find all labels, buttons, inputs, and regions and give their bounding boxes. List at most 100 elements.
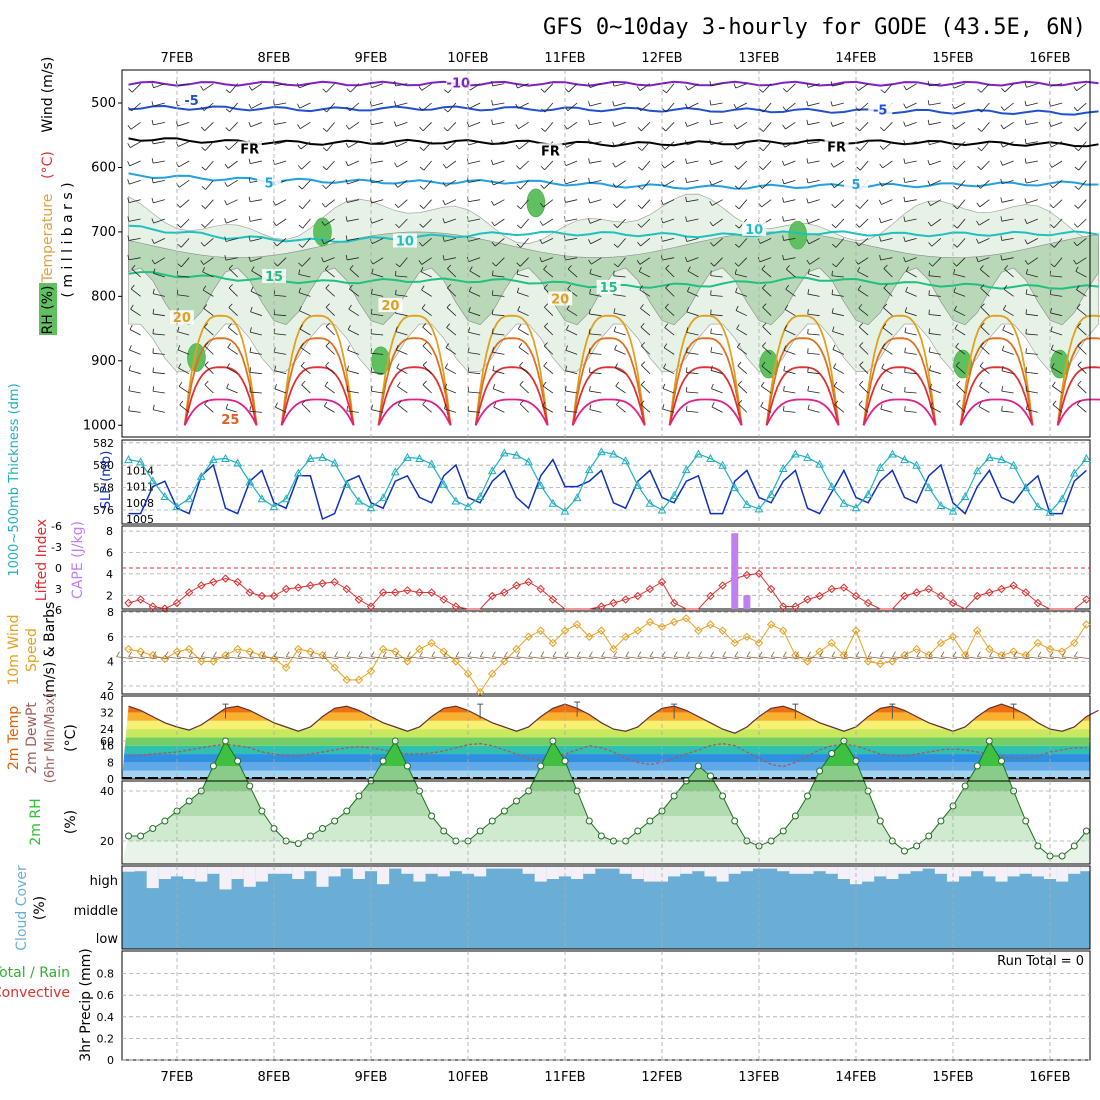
high-cloud-gap — [146, 866, 159, 889]
wind-speed-point — [948, 632, 958, 642]
wind-speed-point — [548, 638, 558, 648]
slp-tick-label: 1005 — [126, 513, 154, 526]
wind-barb-flag — [904, 406, 906, 412]
wind-barb-staff — [519, 365, 529, 374]
wind-barb-flag — [565, 325, 569, 330]
thickness-point — [1082, 453, 1091, 462]
thickness-point — [439, 479, 449, 488]
wind-barb-staff — [518, 121, 529, 130]
wind-barb-staff — [468, 352, 481, 355]
wind-barb-flag — [325, 342, 330, 347]
wind-barb-flag — [297, 103, 300, 109]
surface-barb-staff — [795, 656, 812, 660]
lifted-index-point — [197, 581, 206, 590]
wind-barb-flag — [228, 284, 233, 289]
thickness-tick-label: 582 — [93, 437, 114, 450]
wind-barb-flag — [662, 383, 666, 389]
wind-barb-staff — [832, 349, 845, 355]
isotherm-20-arch — [765, 314, 840, 426]
wind-speed-point — [1045, 644, 1055, 654]
contour-label: -5 — [184, 94, 198, 109]
rh-point — [428, 812, 436, 820]
top-date-label: 12FEB — [641, 51, 682, 66]
surface-barb-flag — [734, 651, 739, 657]
surface-barb-staff — [395, 656, 412, 660]
wind-barb-staff — [152, 160, 165, 164]
wind-barb-staff — [859, 364, 869, 374]
lifted-index-point — [657, 577, 667, 587]
lifted-index-point — [391, 588, 400, 597]
lifted-index-point — [148, 602, 157, 611]
wind-barb-staff — [1052, 385, 1063, 394]
thickness-point — [706, 453, 715, 462]
wind-barb-flag — [980, 342, 985, 347]
surface-barb-flag — [516, 651, 520, 657]
wind-barb-staff — [325, 83, 335, 93]
wind-barb-flag — [249, 347, 252, 353]
wind-barb-flag — [177, 263, 182, 268]
wind-barb-flag — [127, 143, 131, 148]
wind-speed-point — [754, 638, 764, 648]
wind-barb-flag — [782, 88, 788, 93]
wind-barb-staff — [422, 384, 432, 394]
contour-label-bg — [179, 93, 204, 107]
temp-line — [128, 703, 1099, 734]
contour-label-bg — [378, 297, 403, 312]
wind-barb-flag — [638, 185, 643, 190]
wind-barb-staff — [447, 268, 457, 278]
wind-barb-flag — [1024, 119, 1027, 125]
wind-barb-staff — [663, 179, 675, 187]
rh-point — [646, 817, 654, 825]
wind-barb-staff — [128, 237, 141, 241]
wind-barb-staff — [687, 83, 699, 91]
wind-barb-staff — [783, 179, 796, 185]
wind-barb-flag — [468, 327, 470, 333]
wind-barb-flag — [782, 197, 785, 203]
isotherm-25-arch — [862, 337, 937, 426]
wind-barb-flag — [710, 365, 713, 371]
rh-point — [779, 827, 787, 835]
wind-barb-flag — [782, 235, 784, 241]
thickness-point — [645, 498, 655, 507]
wind-barb-staff — [396, 160, 408, 168]
wind-barb-flag — [1002, 325, 1006, 331]
wind-barb-staff — [469, 102, 481, 109]
lifted-index-point — [330, 577, 339, 587]
wind-barb-staff — [423, 141, 432, 151]
wind-barb-flag — [491, 100, 493, 106]
wind-barb-staff — [807, 313, 820, 317]
cape-tick-label: 6 — [106, 547, 113, 560]
wind-barb-flag — [322, 127, 328, 132]
high-cloud-gap — [340, 866, 353, 869]
rh-point — [791, 812, 799, 820]
slp-tick-label: 1011 — [126, 481, 154, 494]
wind-barb-staff — [131, 102, 141, 112]
wind-barb-flag — [1077, 380, 1082, 386]
wind-barb-staff — [565, 349, 578, 355]
rh-legend-swatch — [39, 283, 57, 335]
temp-tick-label: 32 — [100, 706, 114, 719]
wind-barb-staff — [955, 141, 966, 150]
surface-barb-flag — [1025, 651, 1030, 657]
wind-barb-staff — [663, 199, 675, 205]
wind-barb-staff — [664, 307, 675, 316]
wind-barb-staff — [738, 403, 748, 413]
wind-barb-staff — [686, 311, 699, 317]
wind-barb-staff — [544, 326, 554, 336]
wind-barb-flag — [904, 327, 907, 333]
wind-barb-staff — [565, 390, 578, 394]
wind-barb-flag — [250, 306, 253, 312]
wind-barb-staff — [250, 257, 263, 262]
wind-barb-staff — [468, 391, 481, 394]
surface-barb-staff — [552, 656, 570, 660]
wind-barb-flag — [1024, 138, 1027, 144]
wind-barb-flag — [419, 185, 425, 190]
wind-barb-staff — [492, 275, 505, 278]
wind-barb-staff — [1004, 268, 1014, 278]
wind-barb-staff — [205, 199, 214, 209]
lifted-index-point — [184, 588, 194, 597]
wind-barb-staff — [735, 291, 748, 297]
wind-barb-flag — [831, 308, 834, 314]
rh-point — [355, 792, 363, 800]
wind-barb-flag — [588, 158, 590, 164]
